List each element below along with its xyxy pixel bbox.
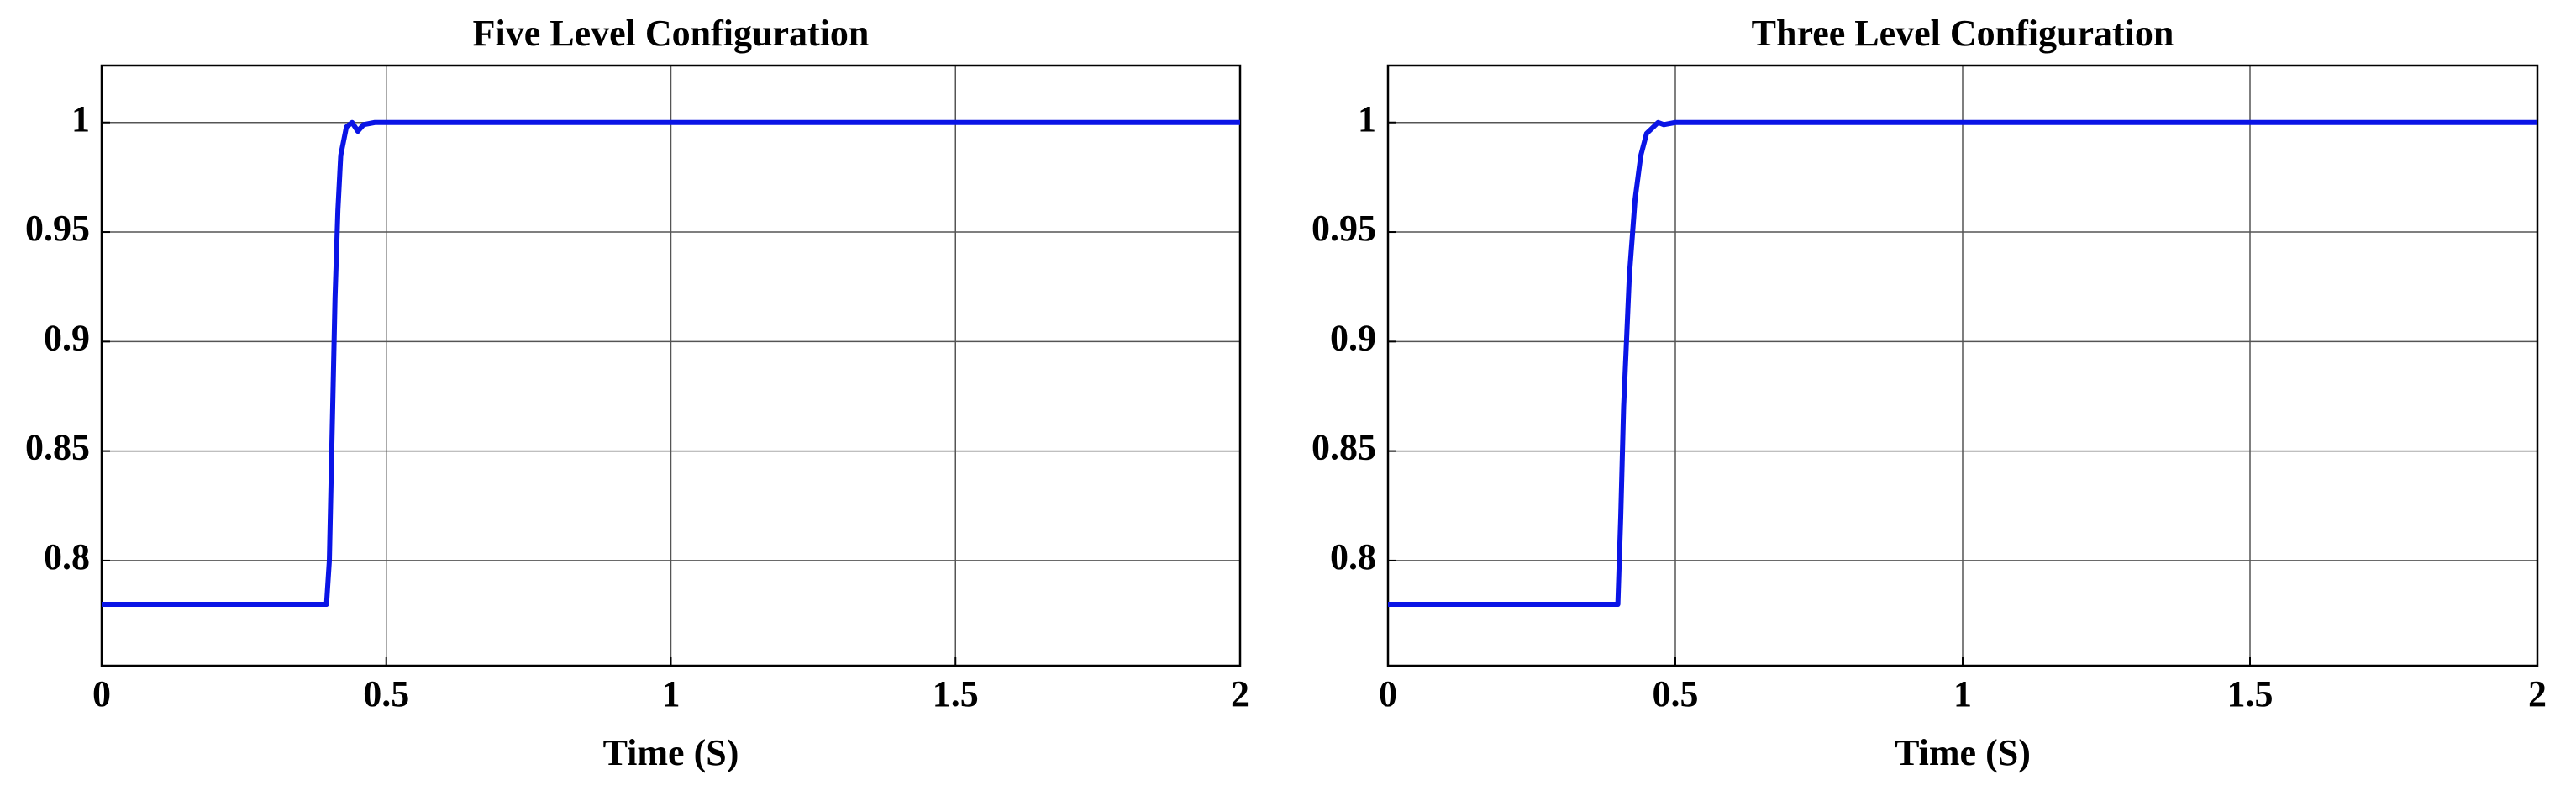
chart-title: Three Level Configuration [1752, 13, 2174, 54]
x-tick-label: 2 [1231, 673, 1249, 714]
y-tick-label: 0.95 [25, 208, 90, 249]
axes-frame [100, 64, 1242, 667]
y-tick-label: 0.85 [25, 427, 90, 468]
x-tick-label: 0 [1379, 673, 1397, 714]
x-tick-label: 1 [1953, 673, 1972, 714]
y-tick-label: 0.95 [1312, 208, 1376, 249]
x-tick-label: 0.5 [1653, 673, 1699, 714]
x-tick-label: 1 [662, 673, 681, 714]
x-tick-label: 2 [2528, 673, 2547, 714]
x-tick-label: 1.5 [933, 673, 979, 714]
data-line [1388, 119, 2537, 608]
x-tick-label: 1.5 [2227, 673, 2274, 714]
y-tick-label: 1 [71, 98, 90, 140]
x-tick-label: 0.5 [363, 673, 409, 714]
x-tick-label: 0 [92, 673, 111, 714]
data-line [102, 119, 1240, 608]
y-tick-label: 1 [1358, 98, 1376, 140]
y-tick-label: 0.9 [44, 317, 90, 358]
chart-title: Five Level Configuration [473, 13, 870, 54]
axes-frame [1386, 64, 2539, 667]
y-tick-label: 0.8 [1330, 536, 1376, 577]
x-axis-label: Time (S) [603, 732, 739, 773]
y-tick-label: 0.9 [1330, 317, 1376, 358]
y-tick-label: 0.85 [1312, 427, 1376, 468]
y-tick-label: 0.8 [44, 536, 90, 577]
x-axis-label: Time (S) [1895, 732, 2031, 773]
